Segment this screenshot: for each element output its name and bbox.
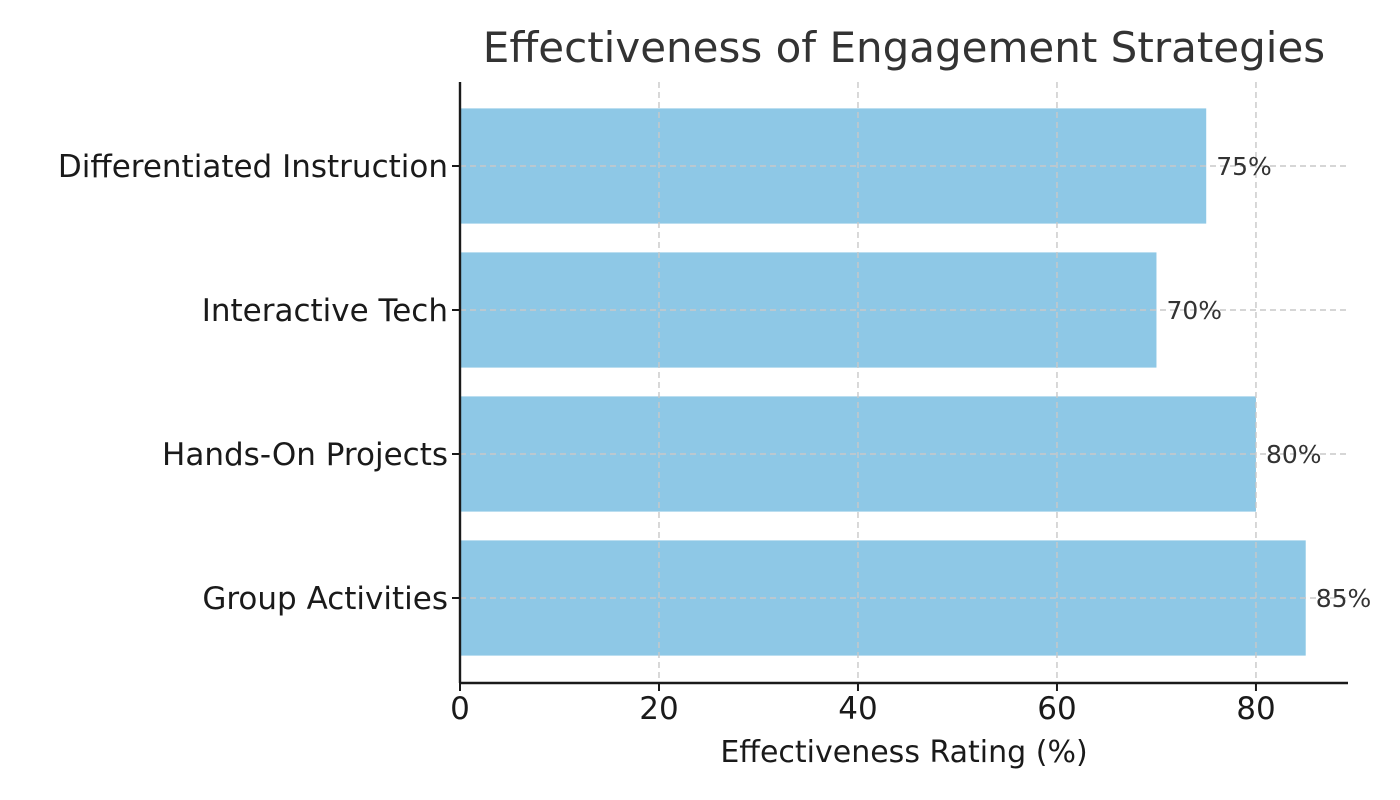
category-label: Hands-On Projects bbox=[162, 437, 448, 473]
x-tick-label: 80 bbox=[1236, 691, 1275, 727]
category-label: Interactive Tech bbox=[202, 293, 448, 329]
data-label: 80% bbox=[1266, 440, 1322, 469]
bars bbox=[460, 108, 1306, 656]
x-tick-label: 20 bbox=[639, 691, 678, 727]
x-tick-label: 40 bbox=[838, 691, 877, 727]
gridlines bbox=[460, 82, 1348, 683]
x-tick-label: 0 bbox=[450, 691, 470, 727]
data-label: 70% bbox=[1166, 296, 1222, 325]
x-tick-label: 60 bbox=[1037, 691, 1076, 727]
x-axis-title: Effectiveness Rating (%) bbox=[720, 735, 1087, 770]
axes: Differentiated Instruction Interactive Te… bbox=[58, 82, 1348, 727]
category-label: Group Activities bbox=[202, 581, 448, 617]
data-labels: 75% 70% 80% 85% bbox=[1166, 152, 1371, 613]
category-label: Differentiated Instruction bbox=[58, 149, 448, 185]
data-label: 85% bbox=[1316, 584, 1372, 613]
chart-title: Effectiveness of Engagement Strategies bbox=[483, 23, 1325, 72]
data-label: 75% bbox=[1216, 152, 1272, 181]
